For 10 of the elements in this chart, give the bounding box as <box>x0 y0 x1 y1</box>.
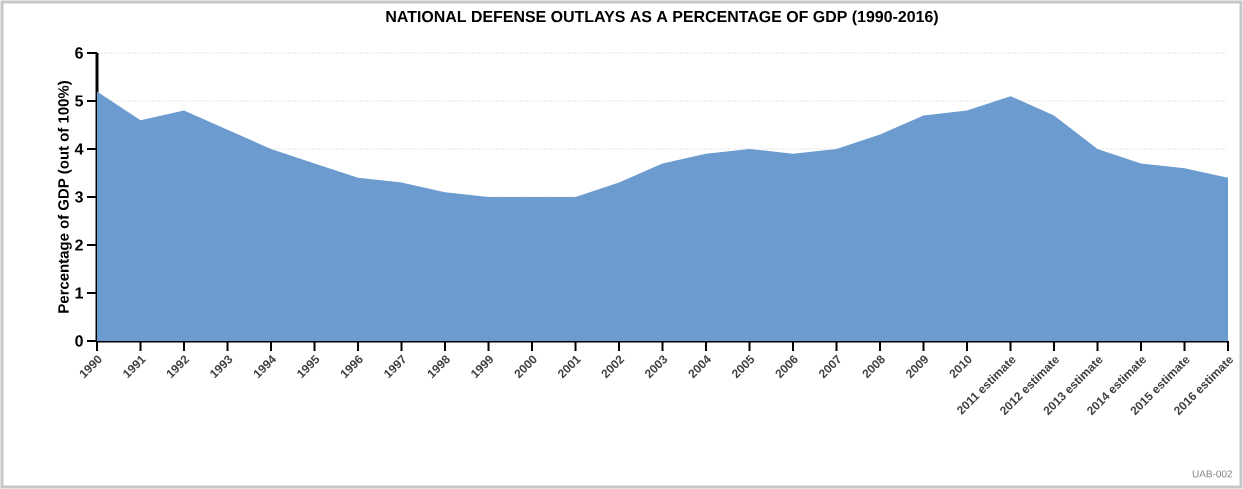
y-tick-label: 1 <box>75 287 84 299</box>
y-tick-label: 0 <box>75 335 83 347</box>
text: UAB-002 <box>1192 470 1232 478</box>
y-axis-title: Percentage of GDP (out of 100%) <box>57 81 72 313</box>
y-tick-label: 4 <box>74 143 84 155</box>
y-tick-label: 2 <box>75 239 83 251</box>
y-tick-label: 5 <box>75 95 84 107</box>
y-tick-label: 3 <box>74 191 83 203</box>
y-tick-label: 6 <box>75 47 83 59</box>
chart-title: NATIONAL DEFENSE OUTLAYS AS A PERCENTAGE OF GDP (1990-2016) <box>386 10 938 26</box>
